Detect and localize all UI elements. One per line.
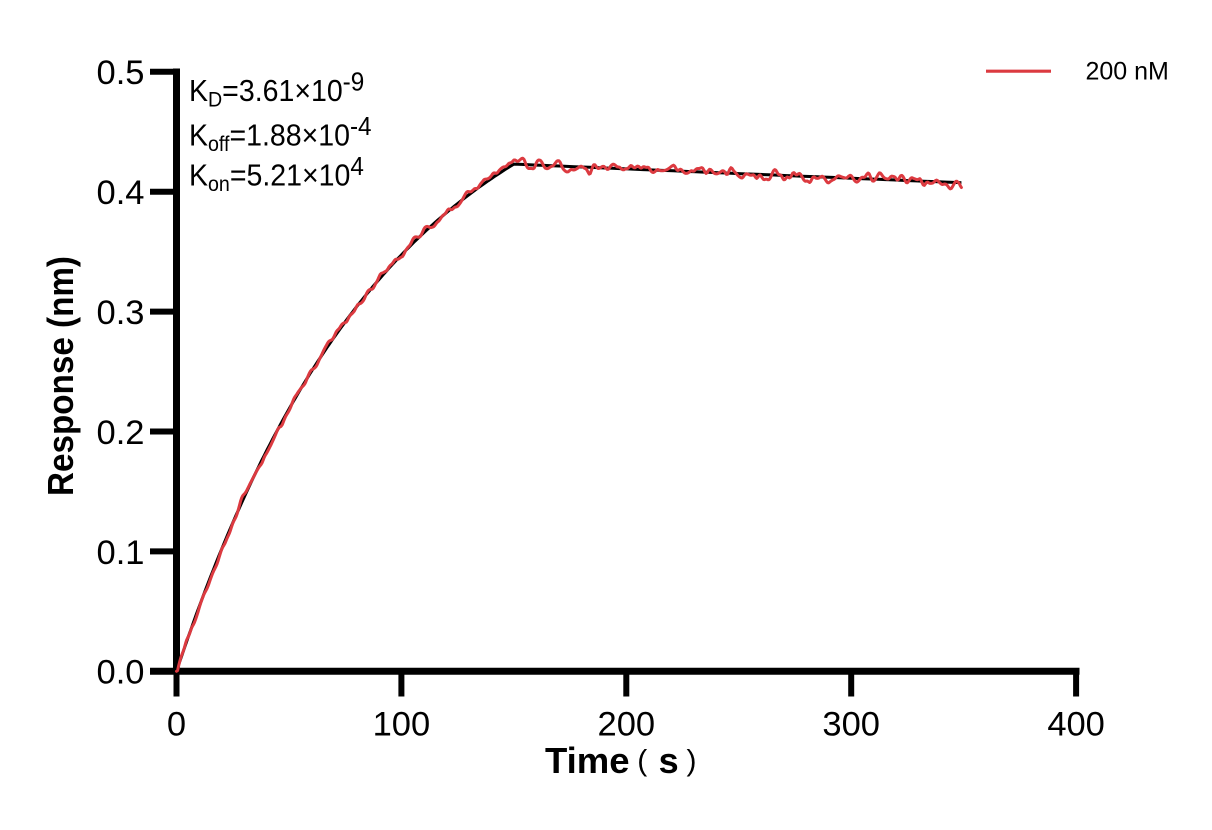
svg-text:400: 400 xyxy=(1047,706,1105,744)
svg-text:200: 200 xyxy=(598,706,656,744)
svg-text:300: 300 xyxy=(822,706,880,744)
svg-text:(: ( xyxy=(637,745,647,778)
svg-text:0.4: 0.4 xyxy=(97,174,145,212)
svg-text:s: s xyxy=(659,740,679,781)
svg-text:0.2: 0.2 xyxy=(97,414,145,452)
svg-text:0.5: 0.5 xyxy=(97,54,145,92)
svg-text:0: 0 xyxy=(167,706,186,744)
svg-text:100: 100 xyxy=(373,706,431,744)
svg-text:): ) xyxy=(687,745,697,778)
svg-text:0.1: 0.1 xyxy=(97,534,145,572)
svg-text:0.3: 0.3 xyxy=(97,294,145,332)
svg-text:200 nM: 200 nM xyxy=(1086,58,1169,86)
svg-text:0.0: 0.0 xyxy=(97,654,145,692)
svg-text:Time: Time xyxy=(545,740,630,781)
svg-text:Response (nm): Response (nm) xyxy=(40,256,81,496)
